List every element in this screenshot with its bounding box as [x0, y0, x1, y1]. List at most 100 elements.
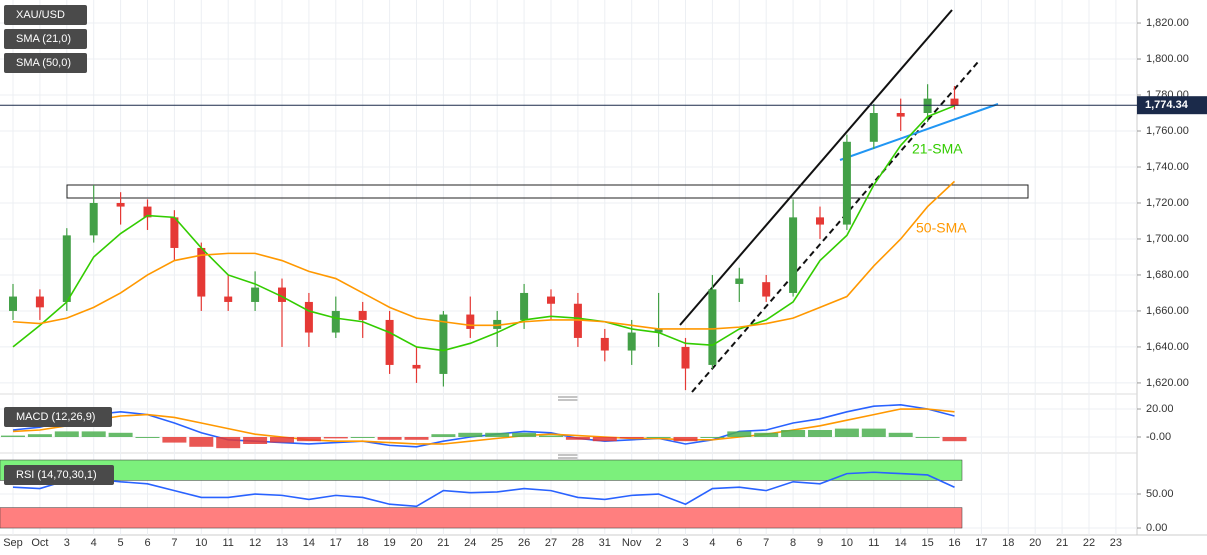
legend-box	[4, 407, 112, 427]
histogram-bar	[781, 429, 806, 437]
legend-label: SMA (50,0)	[16, 57, 71, 69]
legend-box	[4, 5, 87, 25]
x-tick-label: 13	[276, 537, 288, 549]
x-tick-label: 10	[841, 537, 853, 549]
histogram-bar	[431, 434, 456, 437]
indicator-line	[12, 105, 955, 352]
x-tick-label: 3	[682, 537, 688, 549]
histogram-bar	[942, 436, 967, 442]
y-tick-label: 1,700.00	[1146, 233, 1189, 245]
histogram-bar	[861, 428, 886, 437]
x-tick-label: 6	[736, 537, 742, 549]
x-tick-label: 22	[1083, 537, 1095, 549]
x-tick-label: 12	[249, 537, 261, 549]
candle-body	[842, 141, 851, 225]
y-tick-label: 1,720.00	[1146, 197, 1189, 209]
y-tick-label: 0.00	[1146, 522, 1167, 534]
x-tick-label: Sep	[3, 537, 23, 549]
histogram-bar	[54, 431, 79, 437]
histogram-bar	[108, 432, 133, 437]
candle-body	[816, 217, 824, 225]
candle-body	[170, 217, 179, 248]
candle-body	[762, 282, 771, 297]
histogram-bar	[216, 436, 241, 449]
x-tick-label: 20	[410, 537, 422, 549]
candle-body	[251, 287, 260, 302]
y-tick-label: 50.00	[1146, 488, 1174, 500]
x-tick-label: 16	[948, 537, 960, 549]
x-tick-label: 24	[464, 537, 476, 549]
histogram-bar	[592, 436, 617, 442]
candle-body	[520, 292, 529, 320]
histogram-bar	[727, 431, 752, 437]
indicator-line	[12, 471, 955, 508]
histogram-bar	[81, 431, 106, 437]
indicator-line	[12, 180, 956, 330]
candle-body	[412, 364, 421, 369]
histogram-bar	[808, 429, 832, 437]
histogram-bar	[673, 436, 698, 442]
panel-handle[interactable]	[558, 396, 578, 401]
x-tick-label: 17	[975, 537, 987, 549]
x-tick-label: 31	[599, 537, 611, 549]
x-tick-label: 7	[171, 537, 177, 549]
x-tick-label: 11	[222, 537, 233, 549]
x-tick-label: 26	[518, 537, 530, 549]
x-tick-label: 25	[491, 537, 503, 549]
histogram-bar	[162, 436, 187, 443]
histogram-bar	[350, 436, 375, 438]
histogram-bar	[619, 436, 644, 439]
legend-label: RSI (14,70,30,1)	[16, 469, 97, 481]
histogram-bar	[377, 436, 402, 440]
x-tick-label: 8	[790, 537, 796, 549]
y-tick-label: 1,660.00	[1146, 305, 1189, 317]
x-tick-label: 3	[64, 537, 70, 549]
candle-body	[197, 247, 206, 297]
candle-body	[547, 296, 555, 304]
candle-body	[358, 310, 367, 320]
x-tick-label: 15	[921, 537, 933, 549]
x-tick-label: 4	[91, 537, 97, 549]
candle-body	[573, 303, 582, 338]
x-tick-label: 4	[709, 537, 715, 549]
candle-body	[439, 314, 448, 374]
histogram-bar	[189, 436, 214, 447]
x-tick-label: 21	[437, 537, 449, 549]
histogram-bar	[270, 436, 294, 443]
candle-body	[466, 314, 475, 329]
candle-body	[627, 332, 636, 351]
last-price-label: 1,774.34	[1145, 99, 1189, 111]
x-tick-label: 21	[1056, 537, 1068, 549]
rsi-zone	[0, 507, 963, 529]
x-tick-label: 5	[118, 537, 124, 549]
histogram-bar	[915, 436, 940, 438]
candle-body	[62, 235, 71, 302]
rsi-zone	[0, 459, 963, 481]
trend-line-lower	[691, 61, 979, 393]
histogram-bar	[458, 432, 483, 437]
candle-body	[923, 98, 932, 114]
y-tick-label: 1,620.00	[1146, 377, 1189, 389]
x-tick-label: 14	[303, 537, 315, 549]
x-tick-label: 17	[330, 537, 342, 549]
panel-handle[interactable]	[558, 454, 578, 459]
y-tick-label: 1,800.00	[1146, 53, 1189, 65]
indicator-line	[12, 404, 955, 448]
x-tick-label: Nov	[622, 537, 642, 549]
candle-body	[896, 113, 905, 117]
histogram-bar	[1, 435, 25, 437]
triangle-support	[839, 103, 999, 161]
legend-label: MACD (12,26,9)	[16, 411, 95, 423]
histogram-bar	[754, 432, 779, 437]
candle-body	[89, 202, 98, 236]
x-tick-label: Oct	[31, 537, 48, 549]
candle-body	[654, 328, 663, 333]
candle-body	[789, 217, 798, 293]
candle-body	[304, 301, 313, 333]
candle-body	[708, 289, 717, 365]
histogram-bar	[135, 436, 160, 438]
annotation: 50-SMA	[916, 220, 967, 236]
annotation: 21-SMA	[912, 141, 963, 157]
histogram-bar	[512, 432, 537, 437]
